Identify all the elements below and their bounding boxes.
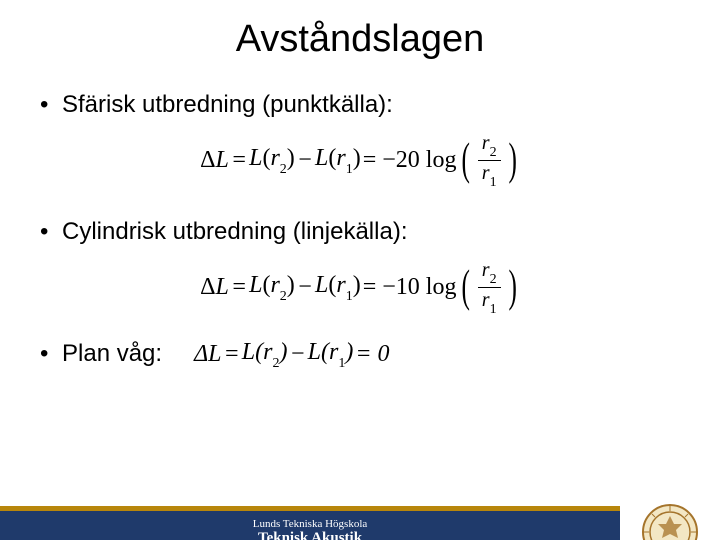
bullet-plane: Plan våg: <box>40 340 162 368</box>
footer-department: Teknisk Akustik <box>258 530 362 540</box>
eq-Lr1: L(r1) <box>315 145 361 176</box>
eq-eq-1: = <box>224 341 240 368</box>
eq-minus: − <box>289 341 305 368</box>
eq-coef: = −20 <box>363 147 420 174</box>
eq-log: log <box>426 274 457 301</box>
eq-zero: = 0 <box>355 341 389 368</box>
eq-minus: − <box>297 274 313 301</box>
page-title: Avståndslagen <box>0 18 720 61</box>
footer-text-block: Lunds Tekniska Högskola Teknisk Akustik <box>0 511 620 540</box>
big-rparen: ) <box>508 138 516 179</box>
lund-seal-icon <box>642 504 698 540</box>
equation-cylindrical: ΔL = L(r2) − L(r1) = −10 log ( r2 r1 ) <box>40 260 680 315</box>
slide: Avståndslagen Sfärisk utbredning (punktk… <box>0 18 720 540</box>
eq-log: log <box>426 147 457 174</box>
eq-delta: ΔL <box>200 274 229 301</box>
bullet-spherical: Sfärisk utbredning (punktkälla): <box>40 91 680 119</box>
eq-minus: − <box>297 147 313 174</box>
footer-seal-panel <box>620 506 720 540</box>
content-area: Sfärisk utbredning (punktkälla): ΔL = L(… <box>0 91 720 370</box>
eq-eq-1: = <box>231 147 247 174</box>
bullet-cylindrical: Cylindrisk utbredning (linjekälla): <box>40 218 680 246</box>
eq-Lr1: L(r1) <box>315 272 361 303</box>
big-lparen: ( <box>462 138 470 179</box>
fraction-r2-r1: r2 r1 <box>478 260 501 315</box>
equation-plane: ΔL = L(r2) − L(r1) = 0 <box>194 339 389 370</box>
equation-spherical: ΔL = L(r2) − L(r1) = −20 log ( r2 r1 ) <box>40 133 680 188</box>
big-lparen: ( <box>462 265 470 306</box>
eq-Lr2: L(r2) <box>249 145 295 176</box>
eq-eq-1: = <box>231 274 247 301</box>
footer-bar: Lunds Tekniska Högskola Teknisk Akustik <box>0 506 620 540</box>
footer: Lunds Tekniska Högskola Teknisk Akustik <box>0 506 720 540</box>
fraction-r2-r1: r2 r1 <box>478 133 501 188</box>
eq-Lr2: L(r2) <box>242 339 288 370</box>
eq-coef: = −10 <box>363 274 420 301</box>
big-rparen: ) <box>508 265 516 306</box>
eq-Lr2: L(r2) <box>249 272 295 303</box>
eq-Lr1: L(r1) <box>308 339 354 370</box>
eq-delta: ΔL <box>200 147 229 174</box>
eq-delta: ΔL <box>194 341 221 368</box>
footer-university: Lunds Tekniska Högskola <box>253 518 368 530</box>
